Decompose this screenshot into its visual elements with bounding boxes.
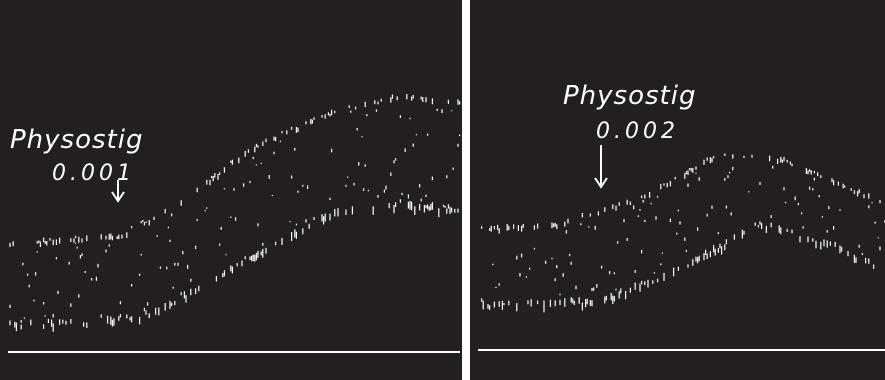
dose-label: 0.001	[52, 161, 135, 186]
panel-background	[470, 0, 885, 380]
panel-right: Physostig 0.002	[470, 0, 885, 380]
drug-label: Physostig	[563, 81, 696, 111]
panel-background	[0, 0, 462, 380]
figure: Physostig 0.001 Physostig 0.002	[0, 0, 885, 380]
dose-label: 0.002	[596, 119, 679, 144]
drug-label: Physostig	[10, 125, 143, 155]
panel-left: Physostig 0.001	[0, 0, 462, 380]
